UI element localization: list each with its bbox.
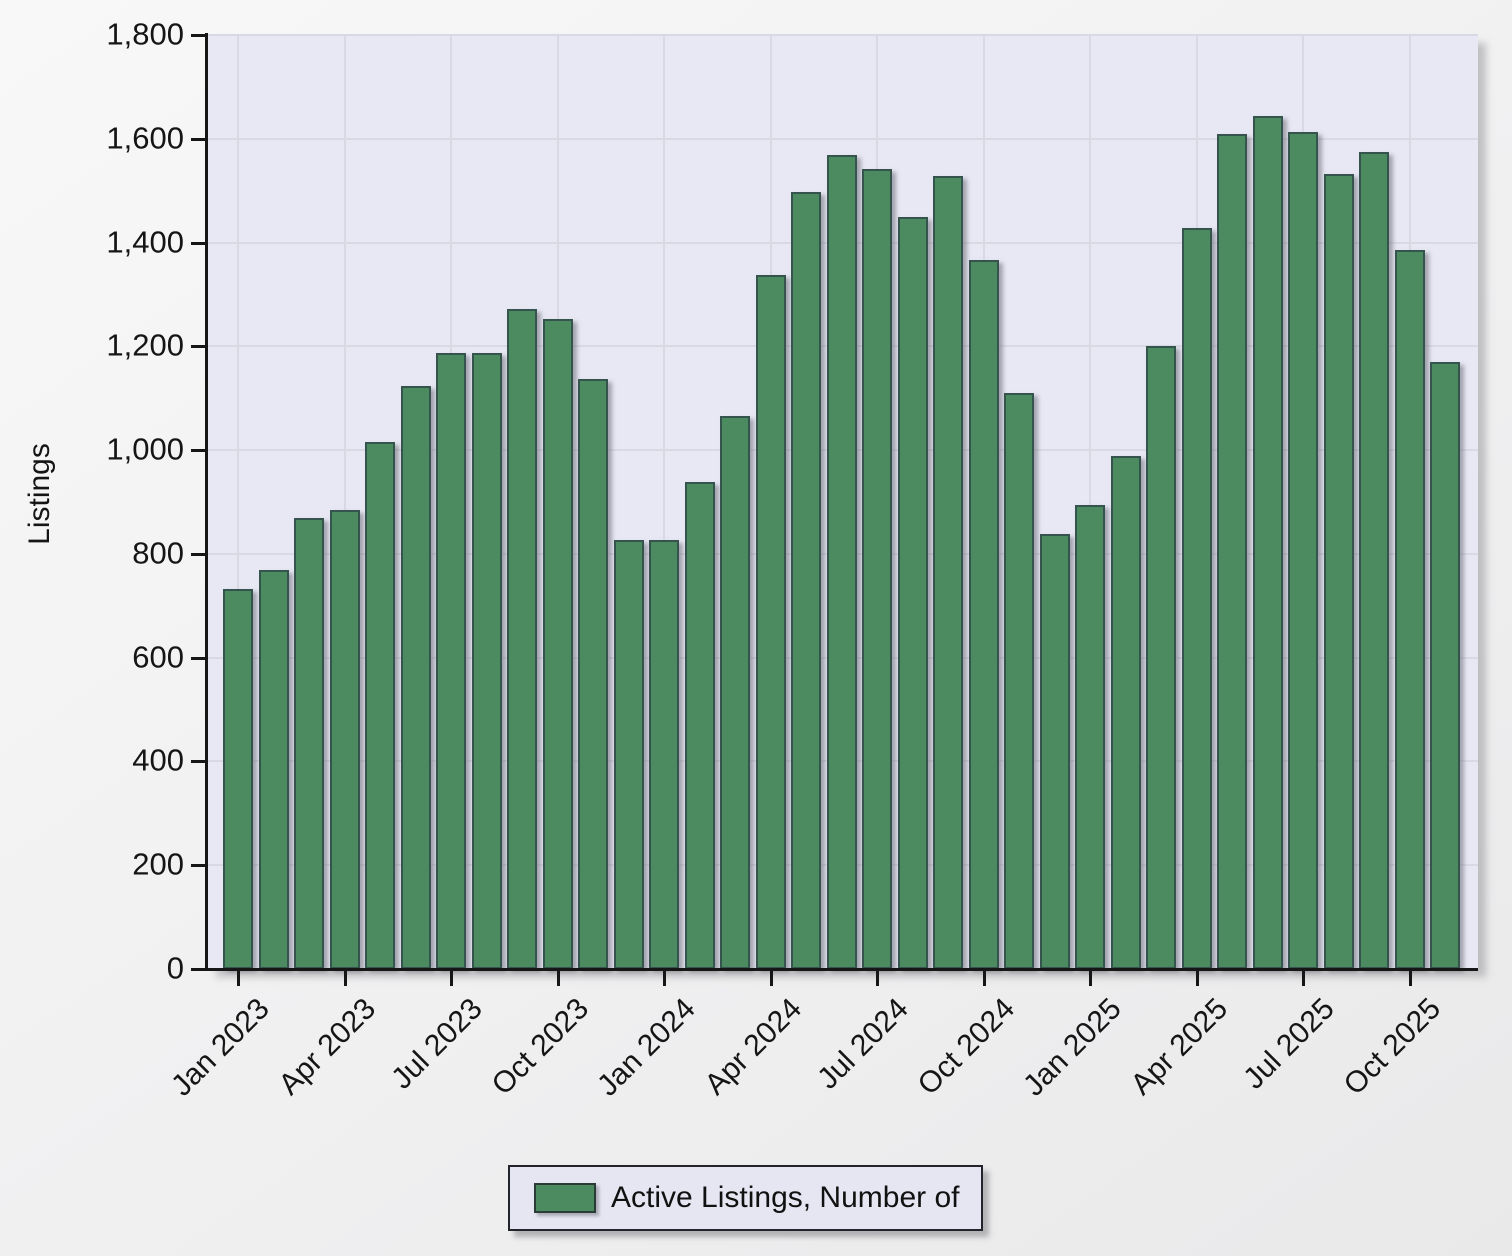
bar — [720, 416, 750, 969]
x-tick-label: Jul 2023 — [384, 992, 489, 1096]
x-tick-label: Oct 2024 — [911, 992, 1022, 1102]
x-tick-label: Oct 2023 — [485, 992, 596, 1102]
v-gridline — [1089, 35, 1091, 969]
x-tick — [983, 971, 986, 986]
legend-swatch-icon — [534, 1183, 596, 1213]
bar — [1288, 132, 1318, 969]
y-tick-label: 800 — [132, 535, 184, 571]
x-tick — [876, 971, 879, 986]
x-tick — [1302, 971, 1305, 986]
y-tick — [191, 553, 206, 556]
bar — [543, 319, 573, 969]
bar — [1040, 534, 1070, 969]
bar — [1111, 456, 1141, 969]
bar — [1146, 346, 1176, 969]
bar — [578, 379, 608, 969]
y-tick — [191, 242, 206, 245]
bar — [472, 353, 502, 969]
bar — [1395, 250, 1425, 969]
x-tick-label: Jul 2024 — [810, 992, 915, 1096]
bar — [401, 386, 431, 969]
plot-area — [208, 34, 1478, 969]
y-tick-label: 0 — [166, 950, 184, 986]
bar — [1253, 116, 1283, 969]
bar — [756, 275, 786, 969]
y-tick — [191, 864, 206, 867]
x-tick — [1196, 971, 1199, 986]
legend-box: Active Listings, Number of — [508, 1165, 983, 1231]
x-tick — [344, 971, 347, 986]
x-tick — [237, 971, 240, 986]
x-tick — [557, 971, 560, 986]
bar — [223, 589, 253, 969]
bar — [933, 176, 963, 969]
x-axis-line — [205, 968, 1478, 971]
bar — [365, 442, 395, 969]
bar — [1004, 393, 1034, 969]
x-tick-label: Jan 2024 — [590, 992, 702, 1103]
y-tick-label: 1,600 — [106, 120, 184, 156]
y-tick — [191, 345, 206, 348]
legend-label: Active Listings, Number of — [611, 1181, 960, 1214]
y-tick — [191, 760, 206, 763]
x-tick-label: Jan 2023 — [164, 992, 276, 1103]
bar — [969, 260, 999, 969]
x-tick — [1409, 971, 1412, 986]
bar — [898, 217, 928, 969]
bar — [507, 309, 537, 969]
y-axis-title: Listings — [23, 443, 56, 545]
y-tick-label: 1,200 — [106, 327, 184, 363]
x-tick-label: Apr 2025 — [1124, 992, 1235, 1102]
bar — [1182, 228, 1212, 969]
y-axis-line — [205, 33, 208, 971]
bar — [1075, 505, 1105, 969]
y-tick — [191, 968, 206, 971]
bar — [1324, 174, 1354, 969]
y-tick — [191, 34, 206, 37]
y-tick-label: 1,000 — [106, 431, 184, 467]
x-tick-label: Apr 2024 — [698, 992, 809, 1102]
bar — [685, 482, 715, 969]
bar — [827, 155, 857, 969]
y-tick-label: 200 — [132, 846, 184, 882]
x-tick — [663, 971, 666, 986]
y-tick-label: 600 — [132, 639, 184, 675]
v-gridline — [344, 35, 346, 969]
bar — [294, 518, 324, 969]
v-gridline — [237, 35, 239, 969]
x-tick — [1089, 971, 1092, 986]
h-gridline — [208, 34, 1478, 36]
bar — [1359, 152, 1389, 969]
x-tick — [450, 971, 453, 986]
y-tick-label: 1,400 — [106, 224, 184, 260]
bar — [614, 540, 644, 969]
y-tick-label: 400 — [132, 742, 184, 778]
y-tick — [191, 138, 206, 141]
v-gridline — [663, 35, 665, 969]
y-tick — [191, 449, 206, 452]
y-tick-label: 1,800 — [106, 16, 184, 52]
bar — [436, 353, 466, 969]
x-tick-label: Apr 2023 — [272, 992, 383, 1102]
bar — [330, 510, 360, 969]
bar — [1430, 362, 1460, 969]
y-tick — [191, 657, 206, 660]
x-tick — [770, 971, 773, 986]
x-tick-label: Oct 2025 — [1337, 992, 1448, 1102]
bar — [1217, 134, 1247, 969]
bar — [649, 540, 679, 969]
x-tick-label: Jul 2025 — [1236, 992, 1341, 1096]
x-tick-label: Jan 2025 — [1016, 992, 1128, 1103]
h-gridline — [208, 138, 1478, 140]
bar — [862, 169, 892, 969]
bar — [259, 570, 289, 969]
bar — [791, 192, 821, 969]
